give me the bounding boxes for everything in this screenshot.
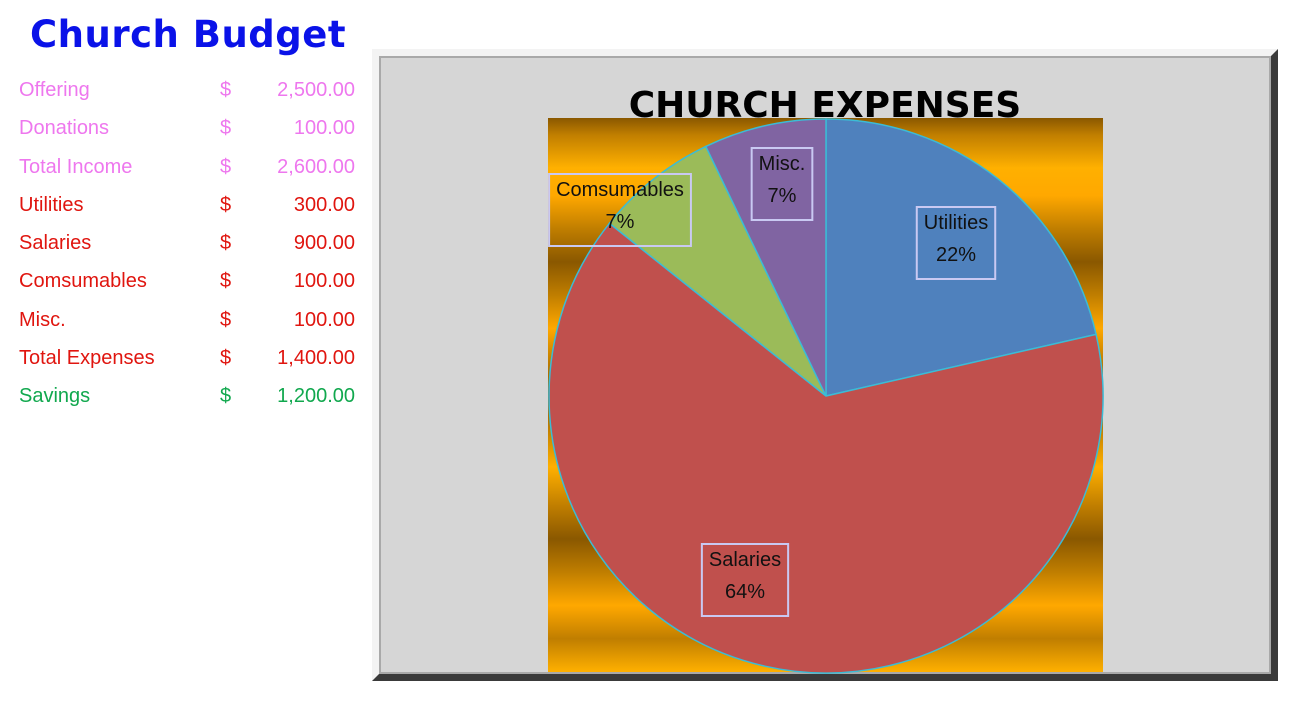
data-label-percent: 22% [936,244,976,266]
data-label-box [915,206,997,280]
budget-row-label: Misc. [19,308,66,331]
budget-row-amount: 1,400.00 [277,347,355,370]
budget-row-currency: $ [220,308,232,331]
budget-row-label: Salaries [19,232,92,255]
budget-row: Savings $1,200.00 [19,380,355,418]
budget-row-amount: 100.00 [293,308,355,331]
budget-row-amount: 2,600.00 [277,155,355,178]
pie-slice-misc [704,118,827,397]
data-label: Misc. 7% [750,147,814,221]
data-label: Utilities 22% [915,206,997,280]
chart-title: CHURCH EXPENSES [629,85,1021,126]
data-label: Salaries 64% [700,543,790,617]
data-label-box [700,543,790,617]
budget-row-label: Donations [19,117,110,140]
budget-row-label: Total Expenses [19,347,155,370]
budget-row-amount: 100.00 [293,117,355,140]
budget-row-currency: $ [220,193,232,216]
data-label-percent: 64% [725,581,765,603]
budget-row-amount: 2,500.00 [277,79,355,101]
budget-row-currency: $ [220,155,232,178]
budget-row-currency: $ [220,79,232,101]
budget-row-label: Comsumables [19,270,147,293]
data-label-category: Utilities [924,212,988,234]
pie-slice-comsumables [608,145,827,397]
budget-row-currency: $ [220,117,232,140]
budget-row-currency: $ [220,232,232,255]
pie-slice-utilities [825,118,1097,397]
data-label: Comsumables 7% [548,173,692,247]
pie-slice-salaries [548,222,1104,674]
budget-row-currency: $ [220,270,232,293]
data-label-box [750,147,814,221]
data-label-category: Misc. [759,153,806,175]
budget-row-label: Total Income [19,155,133,178]
budget-row-label: Savings [19,385,91,408]
data-label-percent: 7% [768,185,797,207]
budget-row: Total Expenses $1,400.00 [19,342,355,380]
budget-row: Misc. $100.00 [19,304,355,342]
budget-row-amount: 300.00 [293,193,355,216]
data-label-category: Comsumables [556,179,684,201]
budget-title: Church Budget [30,13,347,56]
budget-row: Comsumables $100.00 [19,265,355,303]
budget-table: Offering $2,500.00 Donations $100.00 Total I… [19,74,355,419]
budget-row-label: Offering [19,79,90,101]
budget-row-currency: $ [220,385,232,408]
data-label-box [548,173,692,247]
budget-row: Offering $2,500.00 [19,74,355,112]
budget-row-amount: 1,200.00 [277,385,355,408]
budget-row-amount: 900.00 [293,232,355,255]
budget-row: Donations $100.00 [19,112,355,150]
budget-row-amount: 100.00 [293,270,355,293]
budget-row: Utilities $300.00 [19,189,355,227]
data-label-category: Salaries [709,549,781,571]
budget-row: Salaries $900.00 [19,227,355,265]
budget-row: Total Income $2,600.00 [19,151,355,189]
budget-row-currency: $ [220,347,232,370]
budget-row-label: Utilities [19,193,84,216]
data-label-percent: 7% [606,211,635,233]
